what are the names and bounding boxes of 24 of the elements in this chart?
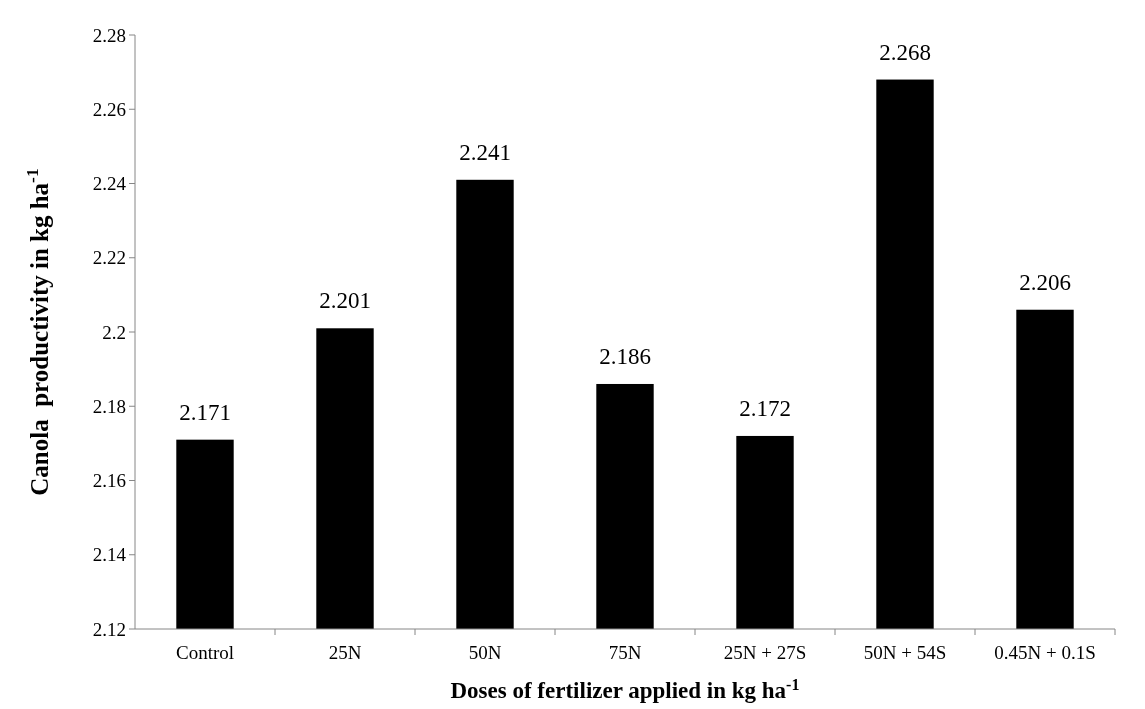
x-tick-label: 25N xyxy=(328,642,362,663)
x-tick-label: 0.45N + 0.1S xyxy=(994,642,1096,663)
x-tick-label: 50N xyxy=(468,642,502,663)
data-label: 2.268 xyxy=(879,39,931,65)
y-tick-label: 2.18 xyxy=(92,395,126,417)
y-tick-label: 2.24 xyxy=(92,173,127,195)
x-tick-label: 75N xyxy=(608,642,642,663)
y-tick-label: 2.14 xyxy=(92,544,127,566)
x-axis-title: Doses of fertilizer applied in kg ha$^{-1}$ xyxy=(450,675,800,703)
data-label: 2.201 xyxy=(319,288,371,314)
data-label: 2.171 xyxy=(179,399,231,425)
y-tick-label: 2.2 xyxy=(102,321,126,343)
data-label: 2.172 xyxy=(739,395,791,421)
y-tick-label: 2.22 xyxy=(92,247,126,269)
x-tick-label: 25N + 27S xyxy=(723,642,807,663)
y-tick-label: 2.12 xyxy=(92,618,126,640)
y-tick-label: 2.26 xyxy=(92,98,126,120)
data-label: 2.206 xyxy=(1019,269,1071,295)
x-tick-label: 50N + 54S xyxy=(863,642,947,663)
y-tick-label: 2.28 xyxy=(92,24,126,46)
data-label: 2.186 xyxy=(599,343,651,369)
x-tick-label: Control xyxy=(175,642,235,663)
data-label: 2.241 xyxy=(459,139,511,165)
y-tick-label: 2.16 xyxy=(92,470,126,492)
